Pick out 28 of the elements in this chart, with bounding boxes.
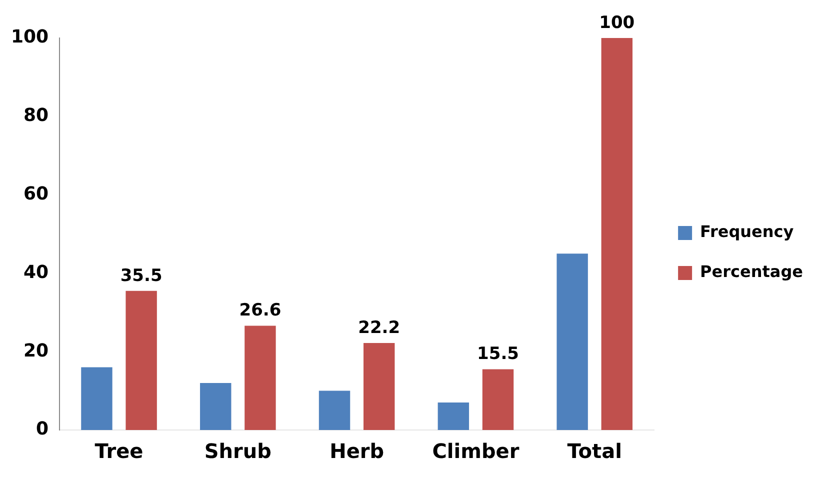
bar: [318, 390, 350, 430]
bar: [482, 369, 514, 430]
y-tick-label: 60: [24, 183, 49, 204]
y-tick-label: 20: [24, 340, 49, 362]
bar: [81, 367, 112, 430]
legend-label: Percentage: [700, 262, 804, 282]
bar: [244, 326, 276, 430]
x-tick-label: Climber: [432, 439, 520, 464]
bar: [200, 382, 232, 430]
data-label: 26.6: [239, 300, 282, 321]
bar: [556, 254, 588, 430]
y-tick-label: 80: [24, 105, 49, 126]
x-tick-label: Tree: [94, 439, 144, 464]
x-tick-label: Total: [567, 439, 622, 464]
y-tick-label: 100: [10, 26, 49, 48]
data-label: 35.5: [120, 266, 162, 286]
bar: [364, 342, 395, 430]
x-tick-label: Shrub: [204, 439, 272, 464]
y-tick-label: 0: [36, 418, 49, 440]
data-label: 100: [599, 12, 635, 33]
legend-label: Frequency: [700, 222, 794, 242]
y-tick-label: 40: [24, 262, 49, 283]
bar: [126, 290, 157, 430]
data-label: 22.2: [358, 318, 400, 338]
x-tick-label: Herb: [330, 439, 384, 464]
data-label: 15.5: [477, 344, 519, 364]
bar: [601, 38, 633, 430]
bar: [438, 402, 470, 430]
